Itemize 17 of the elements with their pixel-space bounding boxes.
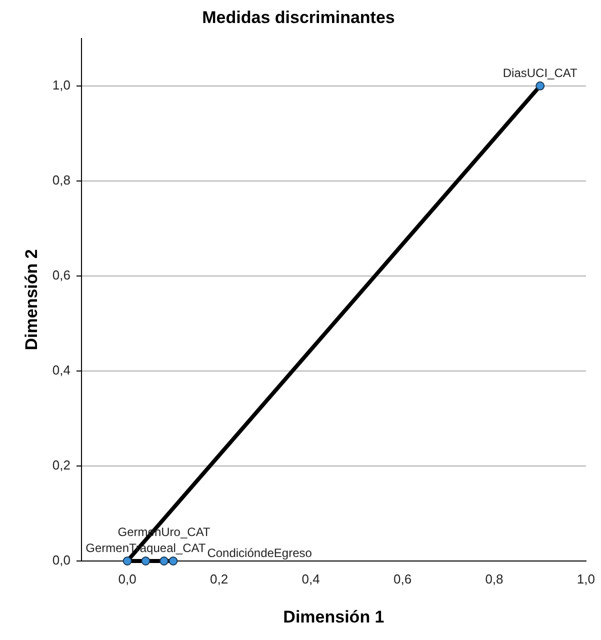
annotation: CondicióndeEgreso bbox=[207, 546, 312, 560]
chart-title: Medidas discriminantes bbox=[202, 8, 395, 27]
x-tick-label: 0,4 bbox=[302, 571, 320, 586]
x-axis-title: Dimensión 1 bbox=[283, 607, 384, 626]
y-tick-label: 0,6 bbox=[52, 268, 70, 283]
y-axis-title: Dimensión 2 bbox=[22, 249, 41, 350]
x-tick-label: 0,2 bbox=[210, 571, 228, 586]
x-tick-label: 0,8 bbox=[485, 571, 504, 586]
y-tick-label: 0,4 bbox=[52, 362, 70, 378]
x-tick-label: 0,6 bbox=[393, 571, 412, 586]
x-tick-label: 0,0 bbox=[118, 571, 136, 586]
y-tick-label: 0,2 bbox=[52, 458, 70, 473]
y-tick-label: 0,8 bbox=[52, 172, 70, 188]
x-tick-label: 1,0 bbox=[576, 571, 596, 586]
y-tick-label: 1,0 bbox=[52, 77, 70, 92]
y-tick-label: 0,0 bbox=[52, 552, 70, 568]
annotation: DiasUCI_CAT bbox=[502, 66, 578, 80]
